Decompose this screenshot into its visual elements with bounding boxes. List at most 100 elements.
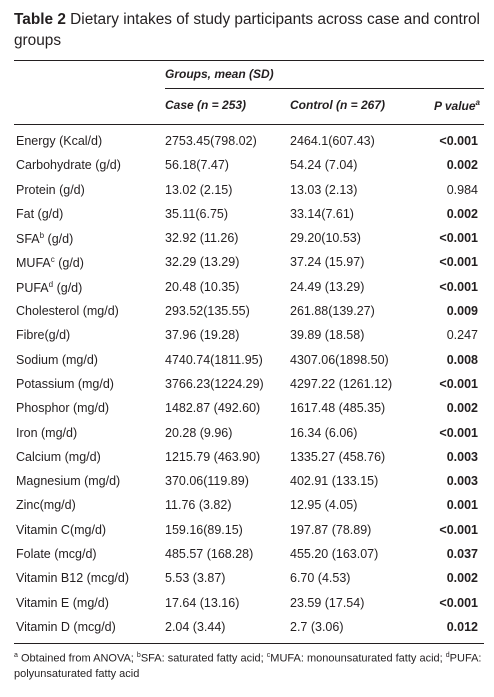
case-value: 1215.79 (463.90) — [165, 449, 261, 464]
table-row: Vitamin E (mg/d) 17.64 (13.16) 23.59 (17.5… — [14, 594, 484, 618]
control-value: 33.14(7.61) — [290, 206, 354, 221]
nutrient-name: Cholesterol (mg/d) — [16, 304, 119, 318]
control-value: 37.24 (15.97) — [290, 255, 365, 270]
p-value: 0.984 — [446, 182, 478, 197]
nutrient-name: Carbohydrate (g/d) — [16, 158, 121, 172]
p-value: <0.001 — [439, 134, 478, 148]
footnote-c-text: MUFA: monounsaturated fatty acid; — [270, 652, 446, 665]
control-value: 455.20 (163.07) — [290, 547, 379, 562]
nutrient-name: Folate (mcg/d) — [16, 547, 97, 561]
case-value: 3766.23(1224.29) — [165, 376, 264, 391]
nutrient-label: Vitamin B12 (mcg/d) — [16, 571, 130, 586]
case-value: 11.76 (3.82) — [165, 498, 232, 513]
p-value: 0.002 — [446, 401, 478, 416]
table-row: Vitamin C(mg/d) 159.16(89.15) 197.87 (78.8… — [14, 521, 484, 545]
nutrient-name: Iron (mg/d) — [16, 426, 77, 440]
nutrient-label: Vitamin D (mcg/d) — [16, 619, 116, 634]
nutrient-label: Protein (g/d) — [16, 182, 85, 197]
p-value: 0.002 — [446, 158, 478, 173]
footnote-a-text: Obtained from ANOVA; — [17, 652, 137, 665]
case-value: 56.18(7.47) — [165, 158, 229, 173]
nutrient-label: Cholesterol (mg/d) — [16, 304, 119, 319]
table-body: Energy (Kcal/d) 2753.45(798.02) 2464.1(607… — [14, 132, 484, 642]
group-rule — [165, 88, 484, 89]
case-value: 35.11(6.75) — [165, 206, 229, 221]
table-row: PUFAd (g/d) 20.48 (10.35) 24.49 (13.29) <0.… — [14, 278, 484, 302]
case-value: 37.96 (19.28) — [165, 328, 240, 343]
nutrient-name: Vitamin B12 (mcg/d) — [16, 571, 129, 585]
table-row: Carbohydrate (g/d) 56.18(7.47) 54.24 (7.04… — [14, 156, 484, 180]
control-value: 1335.27 (458.76) — [290, 449, 386, 464]
p-value: 0.247 — [446, 328, 478, 343]
control-value: 12.95 (4.05) — [290, 498, 358, 513]
control-value: 29.20(10.53) — [290, 231, 361, 246]
case-value: 293.52(135.55) — [165, 304, 250, 319]
nutrient-name: Zinc(mg/d) — [16, 498, 76, 512]
control-value: 4307.06(1898.50) — [290, 352, 389, 367]
footnote-d-sup: d — [445, 652, 450, 659]
nutrient-name: Vitamin C(mg/d) — [16, 523, 106, 537]
nutrient-unit: (g/d) — [44, 232, 74, 247]
nutrient-label: Vitamin E (mg/d) — [16, 595, 109, 610]
group-header: Groups, mean (SD) — [165, 67, 274, 81]
table-row: Calcium (mg/d) 1215.79 (463.90) 1335.27 (4… — [14, 448, 484, 472]
p-value: 0.003 — [446, 449, 478, 464]
case-value: 485.57 (168.28) — [165, 547, 254, 562]
nutrient-name: Fibre(g/d) — [16, 328, 70, 342]
nutrient-label: MUFA — [16, 256, 51, 271]
case-value: 32.92 (11.26) — [165, 231, 239, 246]
p-value: <0.001 — [439, 376, 478, 391]
table-row: Vitamin D (mcg/d) 2.04 (3.44) 2.7 (3.06) 0.… — [14, 618, 484, 642]
p-value: 0.037 — [446, 547, 478, 562]
case-value: 370.06(119.89) — [165, 474, 249, 489]
nutrient-name: Sodium (mg/d) — [16, 353, 98, 367]
nutrient-name: Protein (g/d) — [16, 183, 85, 197]
footnote-b-sup: b — [136, 652, 141, 659]
control-header: Control (n = 267) — [290, 98, 386, 112]
nutrient-label: Energy (Kcal/d) — [16, 134, 103, 148]
nutrient-label: Phosphor (mg/d) — [16, 401, 110, 416]
control-value: 197.87 (78.89) — [290, 522, 372, 537]
case-value: 2.04 (3.44) — [165, 619, 226, 634]
nutrient-name: Phosphor (mg/d) — [16, 401, 109, 415]
nutrient-label: Zinc(mg/d) — [16, 498, 76, 513]
table-row: Cholesterol (mg/d) 293.52(135.55) 261.88(1… — [14, 302, 484, 326]
table-row: Sodium (mg/d) 4740.74(1811.95) 4307.06(189… — [14, 351, 484, 375]
case-value: 20.48 (10.35) — [165, 279, 240, 294]
table-row: Fat (g/d) 35.11(6.75) 33.14(7.61) 0.002 — [14, 205, 484, 229]
nutrient-name: Fat (g/d) — [16, 207, 63, 221]
p-value: <0.001 — [439, 595, 478, 610]
table-footnote: a Obtained from ANOVA; bSFA: saturated f… — [14, 648, 484, 683]
nutrient-label: Sodium (mg/d) — [16, 352, 98, 367]
nutrient-unit: (g/d) — [54, 256, 84, 271]
p-value: <0.001 — [439, 522, 478, 537]
case-value: 2753.45(798.02) — [165, 134, 257, 148]
footnote-b-text: SFA: saturated fatty acid; — [140, 652, 267, 665]
case-header: Case (n = 253) — [165, 98, 247, 112]
pvalue-header-label: P value — [433, 99, 476, 113]
nutrient-label: Folate (mcg/d) — [16, 547, 97, 562]
nutrient-name: Magnesium (mg/d) — [16, 474, 120, 488]
pvalue-header: P valuea — [434, 98, 480, 113]
table-row: Protein (g/d) 13.02 (2.15) 13.03 (2.13) 0.9… — [14, 181, 484, 205]
control-value: 13.03 (2.13) — [290, 182, 358, 197]
nutrient-name: Calcium (mg/d) — [16, 450, 101, 464]
table-row: Phosphor (mg/d) 1482.87 (492.60) 1617.48 (… — [14, 399, 484, 423]
control-value: 54.24 (7.04) — [290, 158, 358, 173]
pvalue-header-sup: a — [475, 98, 480, 107]
nutrient-label: Calcium (mg/d) — [16, 449, 101, 464]
nutrient-name: Vitamin E (mg/d) — [16, 596, 109, 610]
table-row: Zinc(mg/d) 11.76 (3.82) 12.95 (4.05) 0.001 — [14, 496, 484, 520]
nutrient-name: Potassium (mg/d) — [16, 377, 114, 391]
header-rule — [14, 124, 484, 125]
control-value: 6.70 (4.53) — [290, 571, 351, 586]
nutrient-label: Fat (g/d) — [16, 206, 64, 221]
table-row: Magnesium (mg/d) 370.06(119.89) 402.91 (13… — [14, 472, 484, 496]
bottom-rule — [14, 643, 484, 644]
control-value: 261.88(139.27) — [290, 304, 375, 319]
nutrient-name: MUFAc (g/d) — [16, 255, 84, 270]
case-value: 1482.87 (492.60) — [165, 401, 261, 416]
nutrient-label: Potassium (mg/d) — [16, 376, 114, 391]
table-row: Energy (Kcal/d) 2753.45(798.02) 2464.1(607… — [14, 132, 484, 156]
